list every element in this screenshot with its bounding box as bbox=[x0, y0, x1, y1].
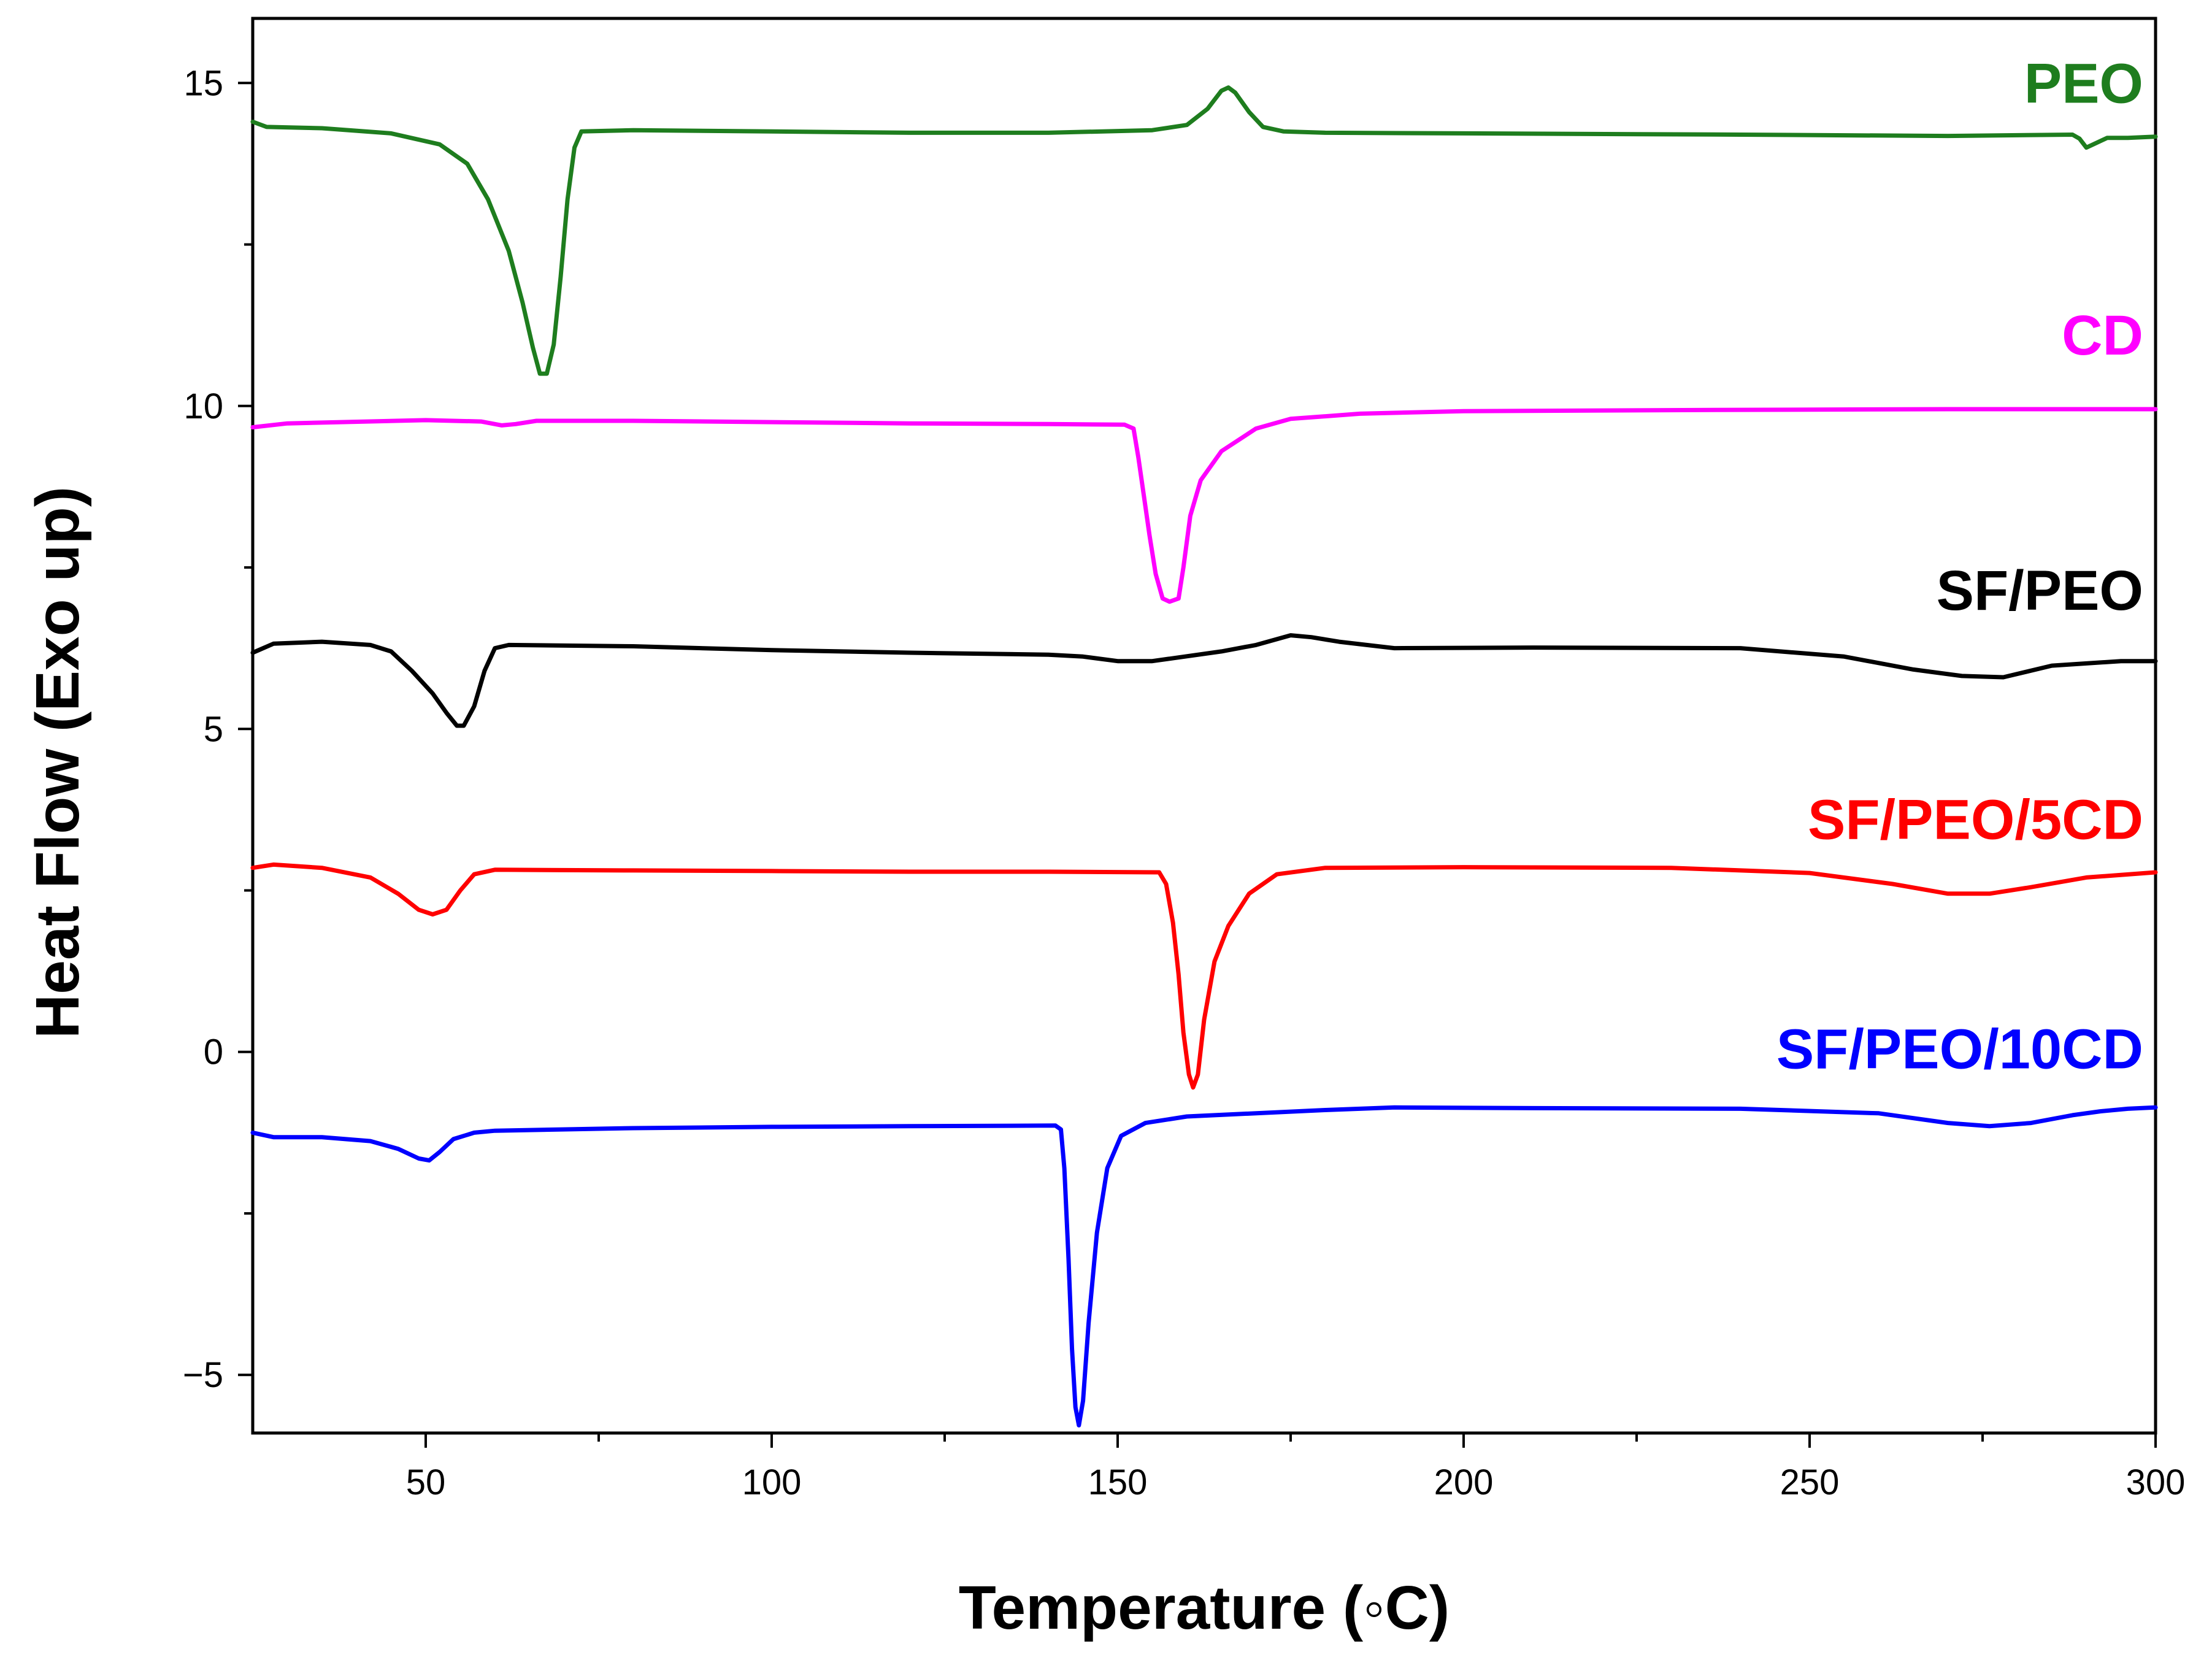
y-tick-label: 5 bbox=[204, 709, 223, 749]
series-line-sf-peo-5cd bbox=[250, 862, 2158, 1090]
series-label-cd: CD bbox=[2062, 304, 2143, 367]
y-tick-label: 15 bbox=[183, 63, 223, 103]
series-line-peo bbox=[250, 85, 2158, 376]
series-label-sf-peo-5cd: SF/PEO/5CD bbox=[1808, 789, 2143, 851]
series-line-sf-peo-10cd bbox=[250, 1105, 2158, 1428]
y-tick-label: −5 bbox=[183, 1355, 223, 1395]
x-tick-label: 200 bbox=[1434, 1462, 1494, 1502]
x-tick-label: 250 bbox=[1780, 1462, 1840, 1502]
series-label-peo: PEO bbox=[2024, 52, 2143, 115]
legend-labels: PEO CD SF/PEO SF/PEO/5CD SF/PEO/10CD bbox=[1776, 52, 2143, 1080]
x-tick-label: 50 bbox=[406, 1462, 446, 1502]
x-tick-label: 150 bbox=[1088, 1462, 1148, 1502]
x-axis: 50 100 150 200 250 300 bbox=[406, 1433, 2186, 1502]
y-axis: −5 0 5 10 15 bbox=[183, 63, 253, 1395]
y-tick-label: 10 bbox=[183, 386, 223, 426]
x-tick-label: 100 bbox=[742, 1462, 802, 1502]
series-label-sf-peo: SF/PEO bbox=[1937, 559, 2143, 622]
plot-border bbox=[251, 17, 2157, 1435]
y-axis-title: Heat Flow (Exo up) bbox=[23, 486, 92, 1039]
y-tick-label: 0 bbox=[204, 1032, 223, 1072]
series-line-sf-peo bbox=[250, 633, 2158, 728]
x-tick-label: 300 bbox=[2126, 1462, 2186, 1502]
plot-frame bbox=[251, 17, 2157, 1435]
series-lines bbox=[250, 85, 2158, 1428]
series-line-cd bbox=[250, 407, 2158, 604]
x-axis-title: Temperature (◦C) bbox=[959, 1574, 1450, 1642]
series-label-sf-peo-10cd: SF/PEO/10CD bbox=[1776, 1018, 2143, 1080]
